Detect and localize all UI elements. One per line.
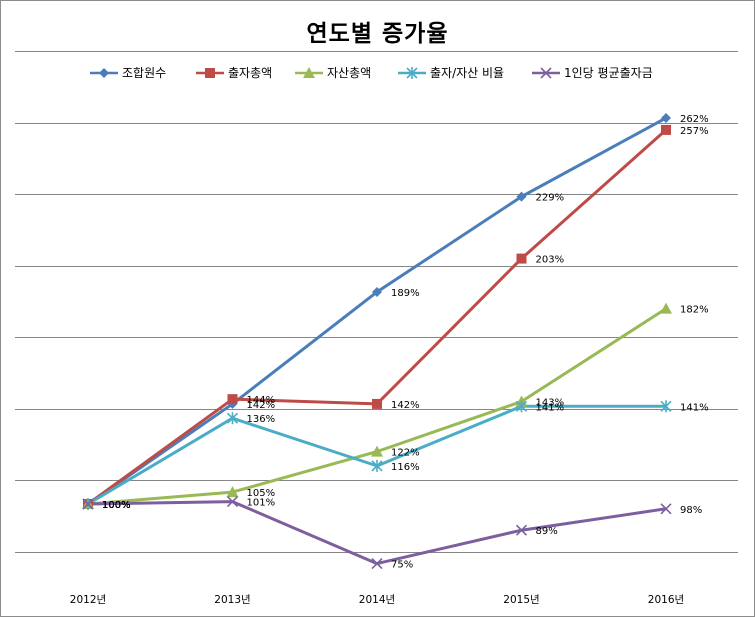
marker-asterisk [406,67,418,79]
data-label: 100% [102,500,131,511]
marker-diamond [99,68,109,78]
marker-diamond [661,113,671,123]
marker-asterisk [371,459,383,472]
marker-diamond [372,286,382,297]
data-label: 136% [247,414,276,425]
legend-label: 출자총액 [228,66,272,80]
marker-x [515,524,528,536]
data-label: 100% [102,500,131,511]
data-label: 142% [391,400,420,411]
marker-asterisk [515,400,528,413]
marker-x [226,496,239,508]
data-label: 189% [391,288,420,299]
x-tick-label: 2016년 [648,594,684,606]
marker-diamond [516,191,527,202]
data-label: 144% [247,395,276,406]
marker-square [372,398,382,409]
x-axis-ticks: 2012년 2013년 2014년 2015년 2016년 [70,594,684,606]
legend: 조합원수 출자총액 자산총액 출자/자산 비율 1인당 평균출자금 [90,66,653,80]
legend-label: 출자/자산 비율 [430,66,504,80]
marker-triangle [660,302,672,314]
data-label: 105% [247,488,276,499]
marker-triangle [303,67,315,78]
data-label: 101% [247,498,276,509]
data-label: 100% [102,500,131,511]
x-tick-label: 2014년 [359,594,395,606]
legend-label: 1인당 평균출자금 [564,66,653,80]
marker-x [660,503,672,515]
chart-title: 연도별 증가율 [306,21,449,47]
legend-label: 조합원수 [122,66,166,80]
legend-label: 자산총액 [327,66,371,80]
data-label: 116% [391,462,420,473]
series-line [87,500,667,566]
marker-x [540,67,552,79]
data-label: 182% [680,305,709,316]
data-label: 142% [247,400,276,411]
data-label: 100% [102,500,131,511]
marker-asterisk [226,412,239,425]
data-label: 203% [536,255,565,266]
marker-square [227,394,238,405]
data-label: 143% [536,398,565,409]
data-label: 89% [536,526,558,537]
data-labels: 100%142%189%229%262%100%144% 142%203%257%… [102,114,709,571]
gridlines [15,51,738,553]
marker-square [205,68,215,78]
x-tick-label: 2012년 [70,594,106,606]
data-label: 98% [680,505,702,516]
x-tick-label: 2013년 [214,594,250,606]
marker-x [82,498,94,510]
marker-square [661,124,671,135]
data-label: 262% [680,114,709,125]
marker-triangle [371,445,383,457]
marker-asterisk [660,400,672,413]
x-tick-label: 2015년 [503,594,539,606]
data-label: 141% [536,402,565,413]
marker-x [371,558,383,570]
series-markers [82,113,672,570]
marker-triangle [226,486,239,498]
data-label: 229% [536,193,565,204]
data-label: 141% [680,402,709,413]
data-label: 122% [391,448,420,459]
marker-square [516,253,527,264]
data-label: 257% [680,126,709,137]
data-label: 100% [102,500,131,511]
data-label: 75% [391,560,413,571]
series-lines [87,116,667,566]
